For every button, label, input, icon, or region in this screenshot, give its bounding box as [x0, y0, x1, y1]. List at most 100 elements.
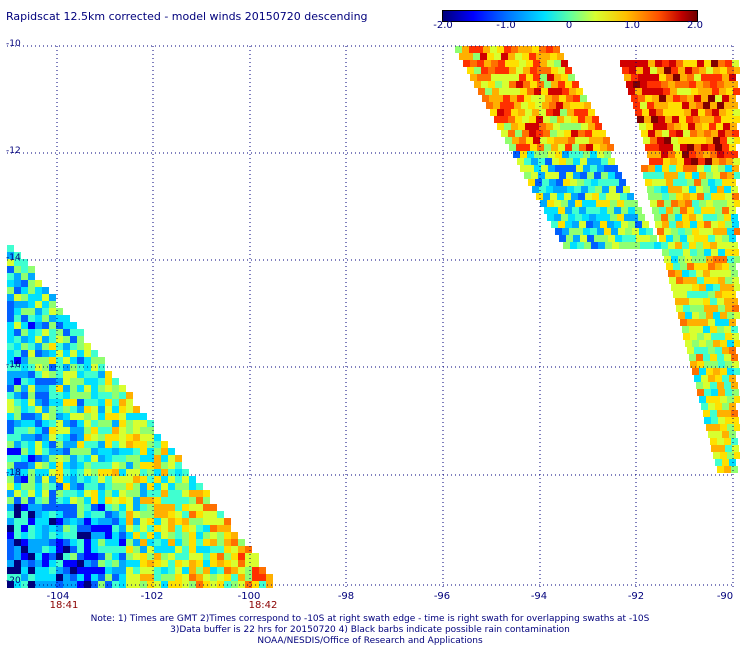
wind-cell [685, 67, 692, 74]
wind-cell [126, 448, 133, 455]
wind-cell [512, 60, 519, 67]
wind-cell [77, 497, 84, 504]
wind-cell [98, 539, 105, 546]
wind-cell [683, 165, 690, 172]
wind-cell [533, 74, 540, 81]
wind-cell [715, 347, 722, 354]
wind-cell [486, 102, 493, 109]
wind-cell [551, 81, 558, 88]
wind-cell [635, 109, 642, 116]
wind-cell [559, 235, 566, 242]
wind-cell [527, 165, 534, 172]
wind-cell [697, 277, 704, 284]
wind-cell [722, 403, 729, 410]
wind-cell [717, 186, 724, 193]
wind-cell [140, 518, 147, 525]
wind-cell [91, 441, 98, 448]
note-line: 3)Data buffer is 22 hrs for 20150720 4) … [170, 625, 570, 635]
wind-cell [70, 532, 77, 539]
wind-cell [217, 511, 224, 518]
wind-cell [732, 249, 739, 256]
wind-cell [126, 581, 133, 588]
wind-cell [42, 294, 49, 301]
wind-cell [14, 406, 21, 413]
wind-cell [28, 532, 35, 539]
wind-cell [63, 455, 70, 462]
wind-cell [540, 200, 547, 207]
wind-cell [534, 88, 541, 95]
wind-cell [692, 312, 699, 319]
wind-cell [56, 532, 63, 539]
wind-cell [133, 413, 140, 420]
wind-cell [28, 560, 35, 567]
wind-cell [575, 137, 582, 144]
wind-cell [42, 483, 49, 490]
wind-cell [147, 448, 154, 455]
wind-cell [620, 60, 627, 67]
wind-cell [63, 518, 70, 525]
wind-cell [724, 326, 731, 333]
wind-cell [189, 525, 196, 532]
wind-cell [63, 567, 70, 574]
wind-cell [224, 560, 231, 567]
wind-cell [77, 511, 84, 518]
wind-cell [84, 574, 91, 581]
wind-cell [175, 546, 182, 553]
wind-cell [718, 193, 725, 200]
wind-cell [618, 228, 625, 235]
wind-cell [732, 361, 739, 368]
wind-cell [664, 200, 671, 207]
wind-cell [554, 60, 561, 67]
wind-cell [35, 469, 42, 476]
wind-cell [56, 448, 63, 455]
wind-cell [70, 322, 77, 329]
wind-cell [517, 158, 524, 165]
wind-cell [608, 172, 615, 179]
wind-cell [84, 539, 91, 546]
wind-cell [28, 574, 35, 581]
wind-cell [14, 301, 21, 308]
wind-cell [608, 235, 615, 242]
wind-cell [70, 581, 77, 588]
wind-cell [695, 123, 702, 130]
wind-cell [14, 371, 21, 378]
wind-cell [703, 382, 710, 389]
wind-cell [699, 312, 706, 319]
wind-cell [727, 424, 734, 431]
wind-cell [669, 221, 676, 228]
wind-cell [722, 179, 729, 186]
wind-cell [682, 242, 689, 249]
wind-cell [655, 130, 662, 137]
wind-cell [564, 193, 571, 200]
wind-cell [21, 273, 28, 280]
wind-cell [706, 312, 713, 319]
wind-cell [238, 553, 245, 560]
wind-cell [580, 158, 587, 165]
wind-cell [521, 102, 528, 109]
wind-cell [147, 504, 154, 511]
wind-cell [689, 298, 696, 305]
wind-cell [662, 60, 669, 67]
wind-cell [719, 158, 726, 165]
wind-cell [584, 242, 591, 249]
wind-cell [154, 448, 161, 455]
wind-cell [189, 511, 196, 518]
wind-cell [126, 420, 133, 427]
wind-cell [182, 546, 189, 553]
wind-cell [42, 434, 49, 441]
wind-cell [584, 102, 591, 109]
wind-cell [105, 420, 112, 427]
wind-cell [42, 511, 49, 518]
wind-cell [488, 67, 495, 74]
wind-cell [538, 158, 545, 165]
wind-cell [725, 389, 732, 396]
wind-cell [596, 137, 603, 144]
wind-cell [731, 466, 738, 473]
wind-cell [725, 60, 732, 67]
wind-cell [528, 179, 535, 186]
wind-cell [49, 490, 56, 497]
wind-cell [70, 504, 77, 511]
wind-cell [42, 532, 49, 539]
wind-cell [703, 186, 710, 193]
wind-cell [604, 165, 611, 172]
